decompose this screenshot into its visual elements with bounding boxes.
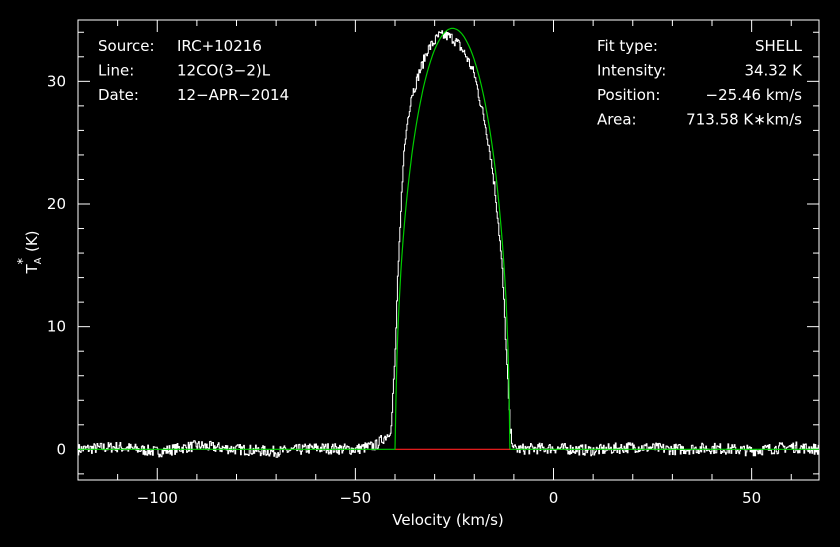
x-tick-label: −50 <box>340 489 372 507</box>
annotation-value: 12−APR−2014 <box>177 86 289 104</box>
annotation-key: Source: <box>98 37 155 55</box>
y-tick-label: 30 <box>47 72 66 90</box>
plot-axes <box>77 19 820 481</box>
x-axis-label: Velocity (km/s) <box>392 511 503 529</box>
y-tick-label: 0 <box>56 440 66 458</box>
annotation-value: 713.58 K∗km/s <box>686 111 802 129</box>
annotation-key: Fit type: <box>597 37 658 55</box>
annotation-key: Line: <box>98 62 134 80</box>
annotation-value: SHELL <box>755 37 803 55</box>
annotation-key: Position: <box>597 86 660 104</box>
axis-ticks: −100 −50 0 50 0 10 20 30 <box>47 20 819 507</box>
x-tick-label: −100 <box>137 489 178 507</box>
y-axis-label: TA* (K) <box>16 230 44 274</box>
fit-line <box>78 27 819 450</box>
annotation-value: −25.46 km/s <box>706 86 803 104</box>
annotation-block-left: Source: IRC+10216 Line: 12CO(3−2)L Date: 12−A… <box>98 37 289 104</box>
annotation-value: IRC+10216 <box>177 37 262 55</box>
y-axis-label-sup: * <box>16 258 31 265</box>
y-tick-label: 10 <box>47 318 66 336</box>
spectrum-line <box>78 30 819 458</box>
plot-frame <box>77 19 820 481</box>
annotation-key: Area: <box>597 111 637 129</box>
y-axis-label-sub: A <box>33 257 44 264</box>
series-layer <box>78 27 819 458</box>
annotation-key: Intensity: <box>597 62 666 80</box>
y-tick-label: 20 <box>47 195 66 213</box>
svg-text:TA*(K): TA* (K) <box>16 230 44 274</box>
annotation-block-right: Fit type: SHELL Intensity: 34.32 K Position:… <box>597 37 803 129</box>
y-axis-label-main: T <box>23 264 41 275</box>
annotation-key: Date: <box>98 86 139 104</box>
annotation-value: 12CO(3−2)L <box>177 62 271 80</box>
annotation-value: 34.32 K <box>744 62 803 80</box>
x-tick-label: 0 <box>549 489 559 507</box>
y-axis-label-unit: (K) <box>23 230 41 252</box>
x-tick-label: 50 <box>742 489 761 507</box>
